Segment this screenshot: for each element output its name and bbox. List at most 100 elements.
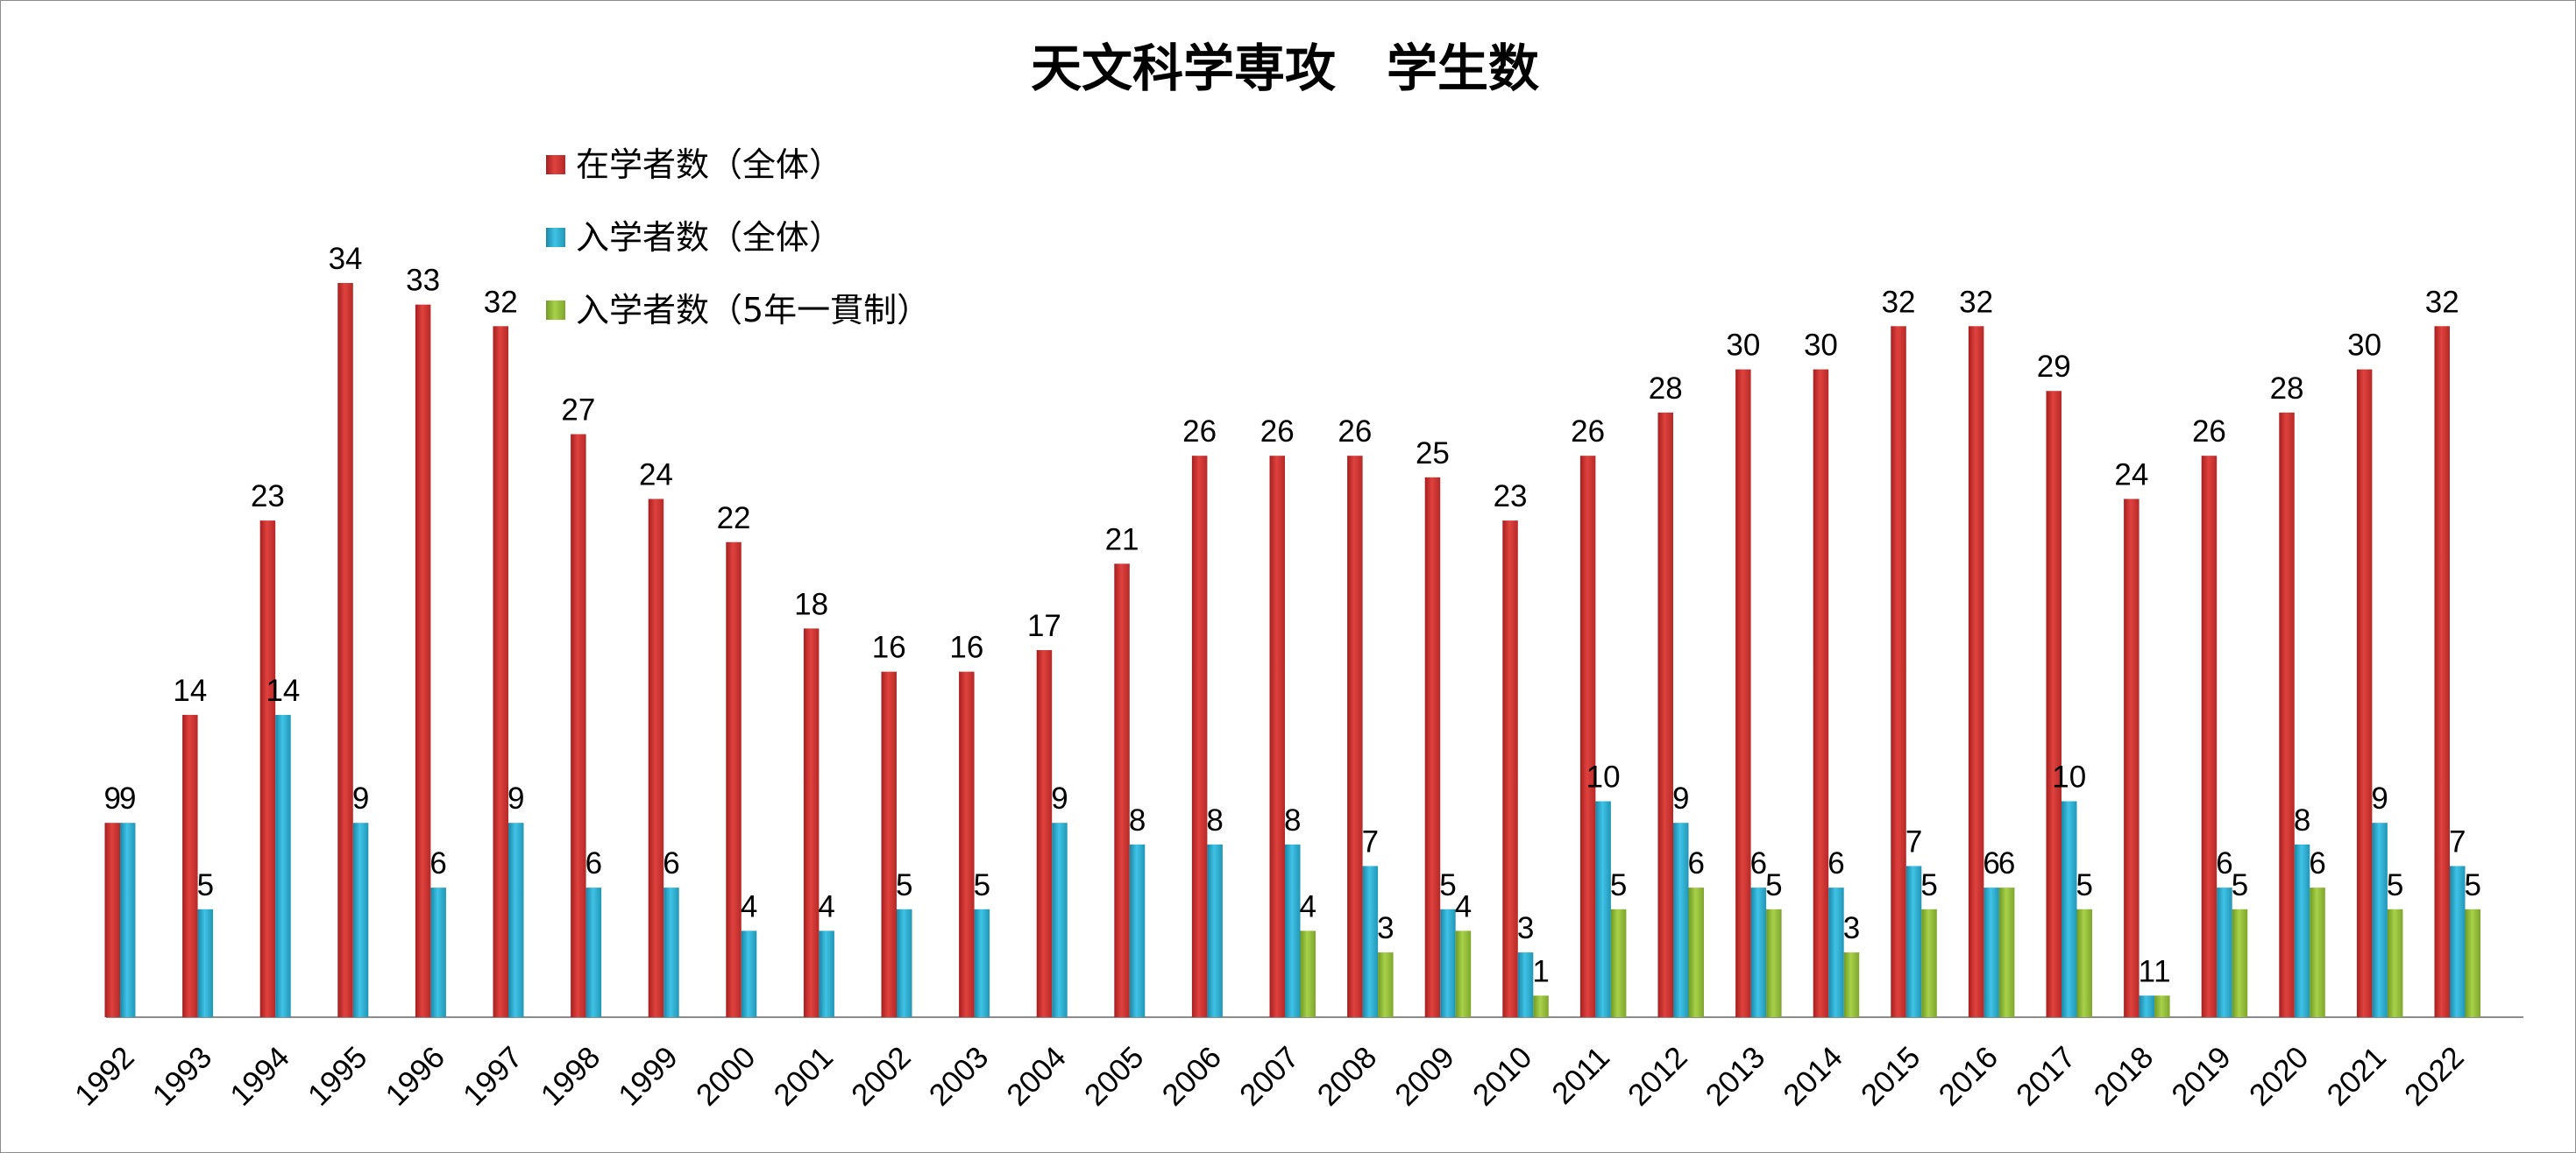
data-label-s1-2018: 24: [2114, 457, 2148, 492]
bar-s2-2012: [1673, 823, 1689, 1017]
x-tick-label-2019: 2019: [2165, 1040, 2238, 1113]
bar-s2-1999: [664, 888, 679, 1017]
bar-s3-2008: [1378, 952, 1394, 1017]
bar-s2-2013: [1750, 888, 1767, 1017]
bar-s1-2006: [1191, 456, 1208, 1017]
data-label-s1-2003: 16: [949, 631, 983, 665]
data-label-s3-2012: 6: [1688, 846, 1705, 881]
bar-s2-1993: [197, 909, 214, 1017]
data-label-s1-2000: 22: [717, 501, 751, 535]
bar-s1-2007: [1269, 456, 1285, 1017]
data-label-s1-2016: 32: [1959, 285, 1993, 319]
bar-s3-2015: [1921, 909, 1937, 1017]
data-label-s1-2019: 26: [2192, 414, 2226, 449]
data-label-s2-2000: 4: [741, 889, 757, 923]
data-label-s1-2002: 16: [872, 631, 906, 665]
x-tick-label-2021: 2021: [2320, 1040, 2393, 1113]
bar-s2-2008: [1362, 866, 1379, 1017]
data-label-s1-2011: 26: [1571, 414, 1605, 449]
x-tick-label-2012: 2012: [1622, 1040, 1694, 1113]
data-label-s2-2018: 1: [2139, 954, 2155, 988]
bar-s2-2002: [897, 909, 912, 1017]
bar-s2-2004: [1052, 823, 1068, 1017]
legend-swatch-3: [546, 301, 565, 320]
data-label-s1-2001: 18: [794, 587, 828, 621]
x-tick-label-2014: 2014: [1777, 1040, 1849, 1113]
bar-s1-1992: [104, 823, 120, 1017]
x-tick-label-1996: 1996: [379, 1040, 451, 1113]
data-label-s1-1996: 33: [406, 264, 440, 298]
data-label-s3-2022: 5: [2465, 868, 2481, 902]
x-tick-label-1995: 1995: [302, 1040, 374, 1113]
data-label-s2-2007: 8: [1284, 803, 1301, 838]
bar-s2-1997: [508, 823, 524, 1017]
data-label-s3-2009: 4: [1455, 889, 1472, 923]
bar-s1-2013: [1735, 369, 1751, 1017]
data-label-s1-2013: 30: [1726, 329, 1760, 363]
bar-s3-2017: [2076, 909, 2092, 1017]
bar-s1-2002: [881, 671, 897, 1017]
bar-s2-2010: [1517, 952, 1534, 1017]
bar-s2-2017: [2062, 801, 2077, 1017]
data-label-s3-2010: 1: [1532, 954, 1549, 988]
data-label-s3-2016: 6: [1998, 846, 2015, 881]
data-label-s2-1995: 9: [352, 782, 369, 816]
data-label-s3-2007: 4: [1300, 889, 1316, 923]
bars-group: [104, 283, 2480, 1018]
data-label-s2-1997: 9: [507, 782, 524, 816]
bar-s3-2012: [1688, 888, 1704, 1017]
data-label-s2-2004: 9: [1051, 782, 1068, 816]
data-label-s2-2013: 6: [1750, 846, 1767, 881]
bar-s3-2009: [1455, 930, 1472, 1017]
bar-s1-2011: [1579, 456, 1596, 1017]
bar-s3-2019: [2232, 909, 2248, 1017]
data-label-s2-1999: 6: [663, 846, 679, 881]
x-tick-label-2010: 2010: [1466, 1040, 1539, 1113]
x-tick-label-2003: 2003: [923, 1040, 996, 1113]
data-label-s1-2008: 26: [1338, 414, 1372, 449]
bar-s1-1998: [571, 434, 586, 1017]
data-label-s3-2015: 5: [1920, 868, 1937, 902]
data-label-s1-1992: 9: [104, 782, 121, 816]
data-label-s1-2004: 17: [1027, 609, 1061, 643]
bar-s1-2015: [1891, 326, 1906, 1017]
data-label-s2-2005: 8: [1129, 803, 1146, 838]
data-label-s3-2020: 6: [2309, 846, 2325, 881]
data-label-s1-1994: 23: [251, 479, 285, 513]
bar-s2-2001: [819, 930, 834, 1017]
data-label-s1-2022: 32: [2425, 285, 2459, 319]
data-label-s2-1993: 5: [197, 868, 214, 902]
bar-s1-2000: [726, 541, 742, 1017]
bar-s1-1999: [648, 499, 664, 1017]
bar-s2-2015: [1905, 866, 1922, 1017]
data-label-s1-2007: 26: [1260, 414, 1295, 449]
bar-s1-2016: [1968, 326, 1984, 1017]
data-label-s2-2015: 7: [1905, 824, 1922, 859]
x-tick-label-1998: 1998: [535, 1040, 607, 1113]
data-label-s3-2021: 5: [2387, 868, 2403, 902]
data-label-s1-2014: 30: [1804, 329, 1838, 363]
bar-s3-2018: [2154, 995, 2170, 1017]
data-label-s3-2008: 3: [1377, 911, 1394, 945]
bar-s3-2021: [2387, 909, 2403, 1017]
x-tick-label-1997: 1997: [457, 1040, 529, 1113]
data-label-s2-2006: 8: [1206, 803, 1223, 838]
bar-s1-1995: [337, 283, 353, 1017]
x-tick-label-2001: 2001: [767, 1040, 840, 1113]
data-label-s2-1994: 14: [266, 674, 300, 708]
data-label-s2-2003: 5: [974, 868, 990, 902]
data-label-s1-2006: 26: [1182, 414, 1217, 449]
data-label-s1-2015: 32: [1882, 285, 1916, 319]
x-tick-label-1993: 1993: [146, 1040, 219, 1113]
data-labels-group: 9914523143493363292762462241841651651792…: [104, 242, 2481, 988]
data-label-s2-1992: 9: [119, 782, 136, 816]
data-label-s2-2010: 3: [1517, 911, 1534, 945]
bar-s3-2014: [1843, 952, 1860, 1017]
x-tick-label-2005: 2005: [1078, 1040, 1151, 1113]
bar-s2-2006: [1207, 844, 1223, 1017]
bar-s1-2012: [1657, 412, 1673, 1018]
bar-s3-2013: [1766, 909, 1782, 1017]
data-label-s2-2002: 5: [896, 868, 912, 902]
